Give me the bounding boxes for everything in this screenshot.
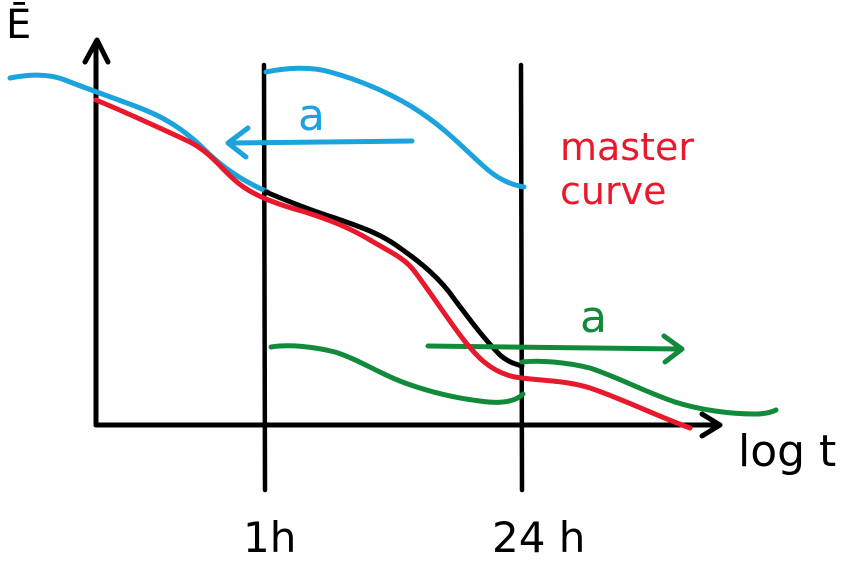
x-axis-arrowhead — [699, 411, 723, 439]
marker-line-24h — [518, 62, 525, 493]
y-axis-arrowhead — [82, 37, 111, 65]
long-term-measured-segment — [268, 343, 526, 405]
marker-label-1h: 1h — [243, 513, 296, 562]
upper-shift-label: a — [298, 90, 325, 141]
lower-shift-arrowhead — [661, 333, 685, 365]
upper-shift-arrowhead — [225, 125, 251, 160]
master-curve-line — [93, 97, 693, 431]
x-axis-label: log t — [738, 426, 836, 477]
reference-measured-segment — [263, 189, 525, 369]
lower-shift-arrow — [425, 343, 683, 352]
long-term-shifted-segment — [519, 358, 779, 417]
upper-shift-arrow — [227, 138, 415, 146]
master-curve-label-line1: master — [560, 125, 694, 169]
marker-label-24h: 24 h — [492, 513, 585, 562]
y-axis-label: Ē — [6, 1, 31, 48]
short-term-curve — [7, 65, 527, 195]
time-markers — [261, 62, 525, 493]
lower-shift-label: a — [580, 292, 607, 343]
marker-line-1h — [261, 62, 268, 493]
master-curve-label-line2: curve — [560, 169, 666, 213]
short-term-measured-segment — [263, 65, 527, 190]
axes — [82, 37, 723, 439]
